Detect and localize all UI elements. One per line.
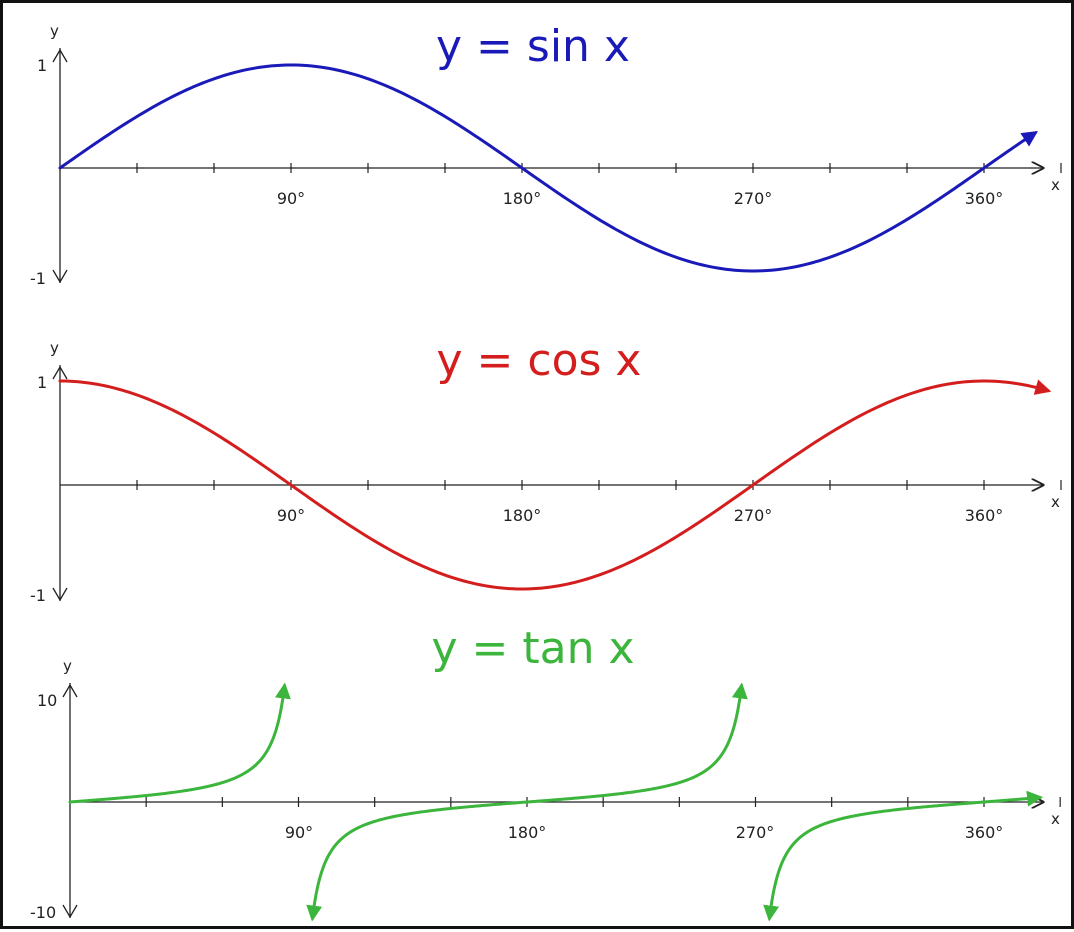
cos-curve (58, 379, 1052, 591)
sine-x-axis-label: x (1051, 176, 1060, 194)
sine-x-tick-label-90: 90° (277, 189, 305, 208)
trig-graphs: y = sin x 90° 180° 270° 360° 1 -1 x y y … (30, 21, 1062, 922)
sin-curve (58, 63, 1038, 273)
cosine-y-axis-arrows (52, 365, 68, 602)
sine-x-tick-label-180: 180° (503, 189, 542, 208)
sine-y-axis-arrows (52, 48, 68, 284)
tangent-series (68, 682, 1044, 922)
sine-panel: y = sin x 90° 180° 270° 360° 1 -1 x y (30, 21, 1062, 288)
cosine-x-tick-label-270: 270° (734, 506, 773, 525)
tangent-y-tick-label-min: -10 (30, 903, 56, 922)
cosine-series (58, 379, 1052, 591)
sine-x-ticks (136, 163, 1062, 173)
sine-series (58, 63, 1038, 273)
cosine-title: y = cos x (437, 335, 642, 386)
sine-y-tick-label-max: 1 (37, 56, 47, 75)
sine-y-axis-label: y (50, 22, 59, 40)
sine-x-tick-label-360: 360° (965, 189, 1004, 208)
tangent-panel: y = tan x 90° 180° 270° 360° 10 -10 x y (30, 623, 1061, 922)
cosine-y-tick-label-min: -1 (30, 586, 46, 605)
cosine-y-tick-label-max: 1 (37, 373, 47, 392)
cosine-x-tick-label-360: 360° (965, 506, 1004, 525)
tangent-y-axis-arrows (62, 683, 78, 919)
tangent-x-tick-label-270: 270° (736, 823, 775, 842)
tangent-x-tick-label-180: 180° (508, 823, 547, 842)
tan-curve-branch-2 (306, 682, 748, 922)
tangent-x-tick-label-360: 360° (965, 823, 1004, 842)
tan-curve-branch-3 (763, 790, 1044, 922)
cosine-x-tick-label-90: 90° (277, 506, 305, 525)
cosine-x-tick-label-180: 180° (503, 506, 542, 525)
cosine-panel: y = cos x 90° 180° 270° 360° 1 -1 x y (30, 335, 1062, 605)
tangent-y-axis-label: y (63, 657, 72, 675)
sine-title: y = sin x (436, 21, 630, 72)
tangent-x-axis-label: x (1051, 810, 1060, 828)
tangent-x-tick-label-90: 90° (285, 823, 313, 842)
cosine-x-axis-label: x (1051, 493, 1060, 511)
tangent-title: y = tan x (431, 623, 634, 674)
sine-x-tick-label-270: 270° (734, 189, 773, 208)
tangent-y-tick-label-max: 10 (37, 691, 57, 710)
cosine-y-axis-label: y (50, 339, 59, 357)
tan-curve-branch-1 (68, 682, 291, 804)
sine-y-tick-label-min: -1 (30, 269, 46, 288)
